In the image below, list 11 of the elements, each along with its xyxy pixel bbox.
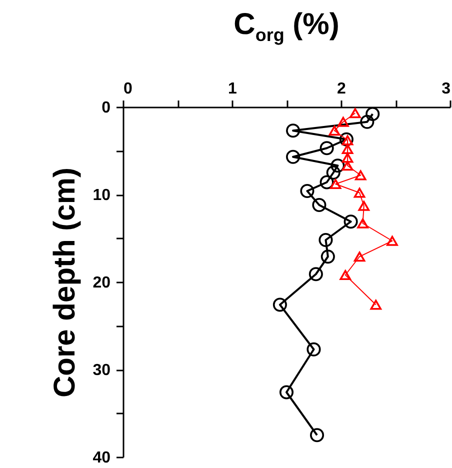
y-tick-label: 30 [92, 362, 111, 379]
x-axis-title: C$_{org}$ (%) [232, 8, 340, 46]
x-tick-label: 1 [228, 80, 238, 98]
x-tick-label: 3 [442, 80, 451, 98]
y-tick-label: 40 [92, 450, 111, 466]
y-tick-label: 10 [92, 187, 111, 204]
y-tick-label: 0 [102, 100, 111, 116]
y-tick-label: 20 [92, 274, 111, 292]
x-tick-label: 0 [124, 80, 132, 98]
x-tick-label: 2 [337, 80, 346, 98]
y-axis-title: Core depth (cm) [48, 167, 82, 398]
